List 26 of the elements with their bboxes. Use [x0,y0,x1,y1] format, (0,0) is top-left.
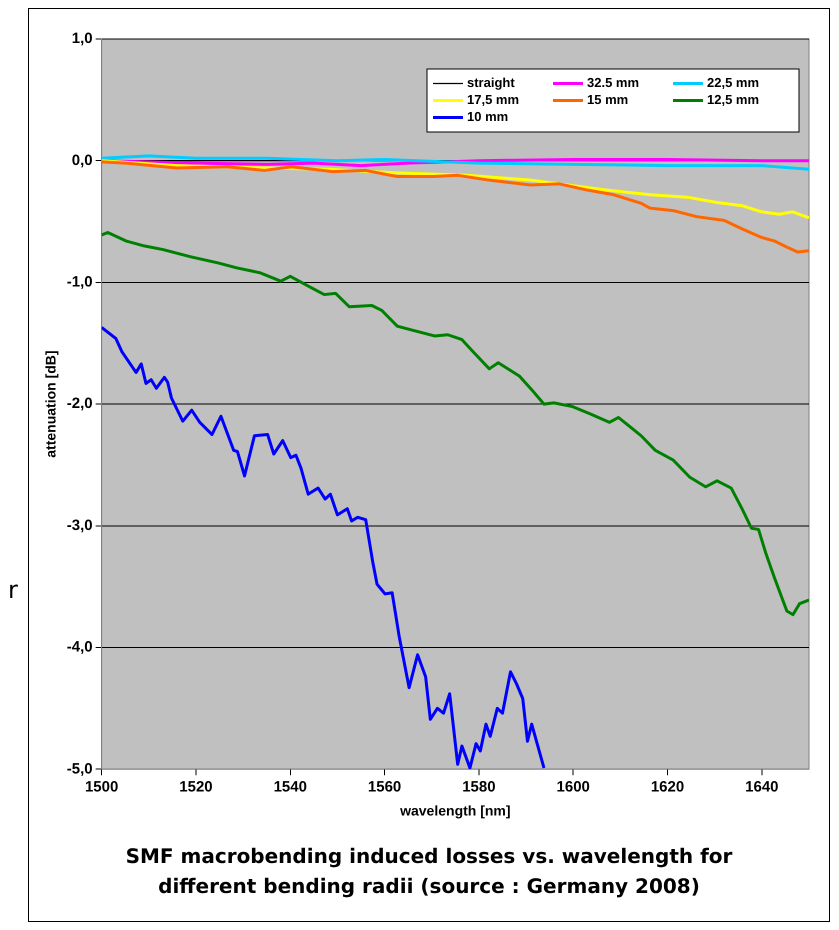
y-tick-label: 0,0 [72,152,93,169]
legend-label: 17,5 mm [467,92,520,108]
y-tick-label: -5,0 [66,760,93,778]
x-tick-label: 1540 [274,778,307,796]
legend-label: 15 mm [587,92,628,108]
legend-label: 32.5 mm [587,75,640,90]
x-tick-label: 1560 [368,778,402,796]
y-tick-label: -3,0 [66,516,93,534]
text: SMF macrobending induced losses vs. wavelength for different bending radii (source : Germany 2008) [124,843,734,900]
x-tick-label: 1620 [650,778,684,796]
legend-label: 22,5 mm [707,75,760,90]
x-axis-title: wavelength [nm] [399,802,511,818]
x-tick-label: 1640 [745,778,779,796]
y-axis-title: attenuation [dB] [42,350,58,458]
y-tick-label: -1,0 [66,274,93,291]
x-tick-label: 1520 [179,778,213,796]
y-tick-label: 1,0 [72,30,93,48]
text: r [8,576,18,604]
legend-label: 10 mm [467,109,508,124]
x-tick-label: 1580 [462,778,496,796]
y-tick-label: -4,0 [66,638,93,656]
y-tick-label: -2,0 [66,395,93,412]
legend-label: straight [467,75,516,90]
x-tick-label: 1500 [84,778,118,796]
legend-label: 12,5 mm [707,92,760,108]
x-tick-label: 1600 [556,778,590,796]
